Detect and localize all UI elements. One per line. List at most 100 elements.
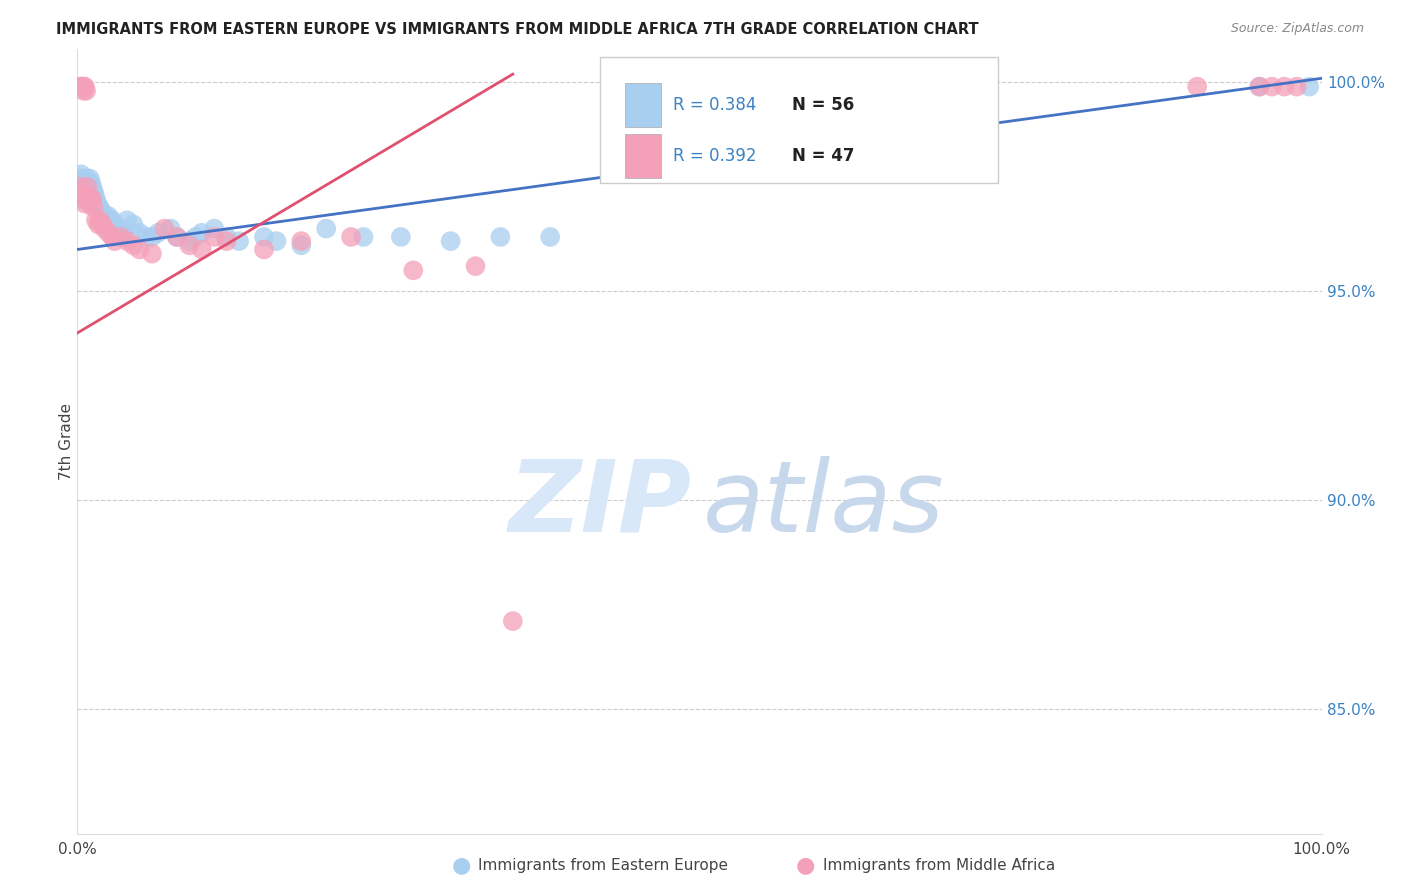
Point xyxy=(105,221,128,235)
Point xyxy=(153,221,176,235)
Text: N = 47: N = 47 xyxy=(792,147,853,165)
Point xyxy=(184,230,207,244)
Point xyxy=(115,213,138,227)
Point xyxy=(1249,79,1271,94)
Point xyxy=(72,176,94,190)
Point xyxy=(72,188,94,202)
Point xyxy=(72,179,94,194)
Point xyxy=(389,230,412,244)
Text: Immigrants from Eastern Europe: Immigrants from Eastern Europe xyxy=(478,858,728,872)
Point xyxy=(1261,79,1284,94)
Text: R = 0.384: R = 0.384 xyxy=(673,95,756,114)
Point xyxy=(75,84,97,98)
Point xyxy=(72,79,94,94)
Point xyxy=(83,188,105,202)
Point xyxy=(82,179,104,194)
Point xyxy=(538,230,561,244)
Text: ●: ● xyxy=(451,855,471,875)
Point xyxy=(89,201,111,215)
Point xyxy=(228,234,250,248)
Point xyxy=(97,209,120,223)
Point xyxy=(93,221,115,235)
Point xyxy=(93,209,115,223)
Point xyxy=(76,179,98,194)
Point xyxy=(83,201,105,215)
Point xyxy=(1272,79,1295,94)
Point xyxy=(502,614,524,628)
Point xyxy=(464,259,486,273)
Point xyxy=(253,230,276,244)
Point xyxy=(114,226,136,240)
Point xyxy=(80,176,103,190)
Point xyxy=(266,234,288,248)
Text: N = 56: N = 56 xyxy=(792,95,853,114)
Point xyxy=(84,193,107,207)
Point xyxy=(402,263,425,277)
Text: IMMIGRANTS FROM EASTERN EUROPE VS IMMIGRANTS FROM MIDDLE AFRICA 7TH GRADE CORREL: IMMIGRANTS FROM EASTERN EUROPE VS IMMIGR… xyxy=(56,22,979,37)
Point xyxy=(72,193,94,207)
Point xyxy=(72,79,94,94)
Point xyxy=(87,218,110,232)
Point xyxy=(290,234,312,248)
Point xyxy=(83,184,105,198)
Point xyxy=(69,179,91,194)
Point xyxy=(179,238,201,252)
Point xyxy=(353,230,375,244)
Point xyxy=(73,171,96,186)
Point xyxy=(73,79,96,94)
Point xyxy=(104,234,127,248)
Point xyxy=(166,230,188,244)
Text: atlas: atlas xyxy=(703,456,945,553)
Point xyxy=(91,205,114,219)
Point xyxy=(80,193,103,207)
Point xyxy=(70,79,93,94)
Point xyxy=(215,230,238,244)
Point xyxy=(489,230,512,244)
Point xyxy=(1298,79,1320,94)
Point xyxy=(141,230,163,244)
Point xyxy=(122,238,145,252)
Point xyxy=(148,226,170,240)
Point xyxy=(128,226,150,240)
Point xyxy=(191,226,214,240)
Point xyxy=(101,213,124,227)
Point xyxy=(315,221,337,235)
Point xyxy=(70,79,93,94)
Text: Source: ZipAtlas.com: Source: ZipAtlas.com xyxy=(1230,22,1364,36)
Point xyxy=(253,243,276,257)
Point xyxy=(166,230,188,244)
Y-axis label: 7th Grade: 7th Grade xyxy=(59,403,73,480)
Point xyxy=(159,221,181,235)
Point xyxy=(101,230,124,244)
Point xyxy=(79,171,101,186)
Point xyxy=(70,167,93,181)
FancyBboxPatch shape xyxy=(624,83,661,127)
Text: ●: ● xyxy=(796,855,815,875)
Point xyxy=(73,196,96,211)
Point xyxy=(141,246,163,260)
Point xyxy=(84,213,107,227)
Point xyxy=(110,230,132,244)
Point xyxy=(1285,79,1308,94)
FancyBboxPatch shape xyxy=(600,57,998,183)
Point xyxy=(104,218,127,232)
Point xyxy=(70,184,93,198)
Text: Immigrants from Middle Africa: Immigrants from Middle Africa xyxy=(823,858,1054,872)
Point xyxy=(77,179,100,194)
Point xyxy=(191,243,214,257)
Point xyxy=(202,230,225,244)
Point xyxy=(290,238,312,252)
Point xyxy=(135,230,157,244)
Text: R = 0.392: R = 0.392 xyxy=(673,147,756,165)
Point xyxy=(79,196,101,211)
Point xyxy=(340,230,363,244)
Point xyxy=(69,179,91,194)
Point xyxy=(115,234,138,248)
Point xyxy=(202,221,225,235)
Point xyxy=(215,234,238,248)
Point xyxy=(75,171,97,186)
Point xyxy=(1249,79,1271,94)
Point xyxy=(69,188,91,202)
Point xyxy=(67,171,90,186)
Point xyxy=(1187,79,1209,94)
